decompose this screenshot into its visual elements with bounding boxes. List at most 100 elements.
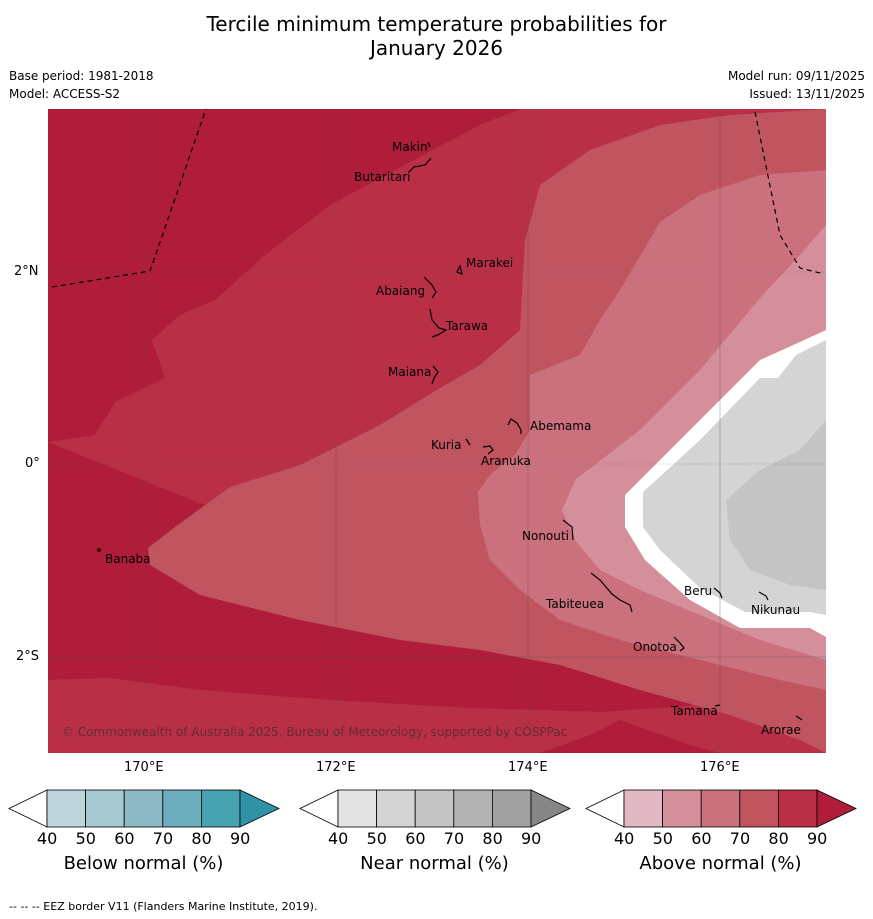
above-normal-colorbar-extend-low bbox=[585, 789, 625, 828]
label-tabiteuea: Tabiteuea bbox=[545, 597, 604, 611]
below-normal-colorbar-tick: 40 bbox=[37, 829, 58, 848]
island-abaiang bbox=[423, 276, 437, 299]
issued-date: Issued: 13/11/2025 bbox=[749, 87, 865, 101]
eez-borders bbox=[51, 108, 825, 288]
lat-tick-2n: 2°N bbox=[14, 264, 39, 279]
below-normal-colorbar-extend-high bbox=[239, 789, 280, 828]
below-normal-colorbar-segment bbox=[200, 789, 241, 828]
label-maiana: Maiana bbox=[388, 365, 431, 379]
island-nikunau bbox=[758, 591, 769, 601]
near-normal-60-area bbox=[726, 420, 826, 590]
label-banaba: Banaba bbox=[105, 552, 151, 566]
label-onotoa: Onotoa bbox=[633, 640, 677, 654]
above-normal-colorbar-segment bbox=[778, 789, 818, 828]
probability-fields bbox=[48, 109, 826, 753]
lon-tick-176e: 176°E bbox=[700, 760, 740, 775]
label-abemama: Abemama bbox=[530, 419, 591, 433]
near-normal-colorbar-extend-high bbox=[530, 789, 571, 828]
near-normal-colorbar-segment bbox=[453, 789, 493, 828]
place-labels: Makin Butaritari Marakei Abaiang Tarawa … bbox=[62, 140, 801, 739]
island-beru bbox=[713, 587, 723, 599]
above-normal-colorbar-tick: 50 bbox=[652, 829, 673, 848]
island-marakei bbox=[456, 264, 463, 275]
island-makin bbox=[427, 141, 431, 148]
above-normal-colorbar-segment bbox=[623, 789, 663, 828]
label-butaritari: Butaritari bbox=[354, 170, 411, 184]
island-butaritari bbox=[408, 157, 432, 173]
below-normal-colorbar-tick: 90 bbox=[230, 829, 251, 848]
lat-tick-2s: 2°S bbox=[16, 649, 40, 664]
label-nikunau: Nikunau bbox=[751, 603, 800, 617]
island-kuria bbox=[465, 438, 471, 446]
near-normal-colorbar-segment bbox=[376, 789, 416, 828]
near-normal-colorbar-tick: 60 bbox=[405, 829, 426, 848]
base-period: Base period: 1981-2018 bbox=[9, 69, 154, 83]
colorbars bbox=[8, 789, 857, 828]
label-abaiang: Abaiang bbox=[376, 284, 425, 298]
near-normal-colorbar-title: Near normal (%) bbox=[360, 853, 509, 874]
below-normal-colorbar-title: Below normal (%) bbox=[63, 853, 224, 874]
above-normal-colorbar-extend-high bbox=[816, 789, 857, 828]
title-line-1: Tercile minimum temperature probabilitie… bbox=[206, 12, 667, 36]
below-normal-colorbar-tick: 60 bbox=[114, 829, 135, 848]
near-normal-colorbar-tick: 70 bbox=[443, 829, 465, 848]
near-normal-colorbar-segment bbox=[414, 789, 455, 828]
label-aranuka: Aranuka bbox=[481, 454, 531, 468]
label-marakei: Marakei bbox=[466, 256, 513, 270]
below-normal-colorbar-tick: 80 bbox=[191, 829, 212, 848]
label-arorae: Arorae bbox=[761, 723, 801, 737]
below-normal-colorbar-tick: 50 bbox=[75, 829, 96, 848]
island-banaba bbox=[97, 548, 101, 552]
lat-tick-0: 0° bbox=[25, 456, 40, 471]
above-normal-colorbar-segment bbox=[700, 789, 741, 828]
island-tabiteuea bbox=[590, 572, 633, 613]
island-aranuka bbox=[482, 445, 494, 455]
lon-tick-170e: 170°E bbox=[124, 760, 164, 775]
below-normal-colorbar-segment bbox=[46, 789, 86, 828]
near-normal-colorbar-segment bbox=[337, 789, 377, 828]
island-tarawa bbox=[429, 308, 448, 338]
island-tamana bbox=[714, 704, 721, 707]
above-normal-colorbar-segment bbox=[662, 789, 702, 828]
label-nonouti: Nonouti bbox=[522, 529, 569, 543]
below-normal-colorbar-segment bbox=[162, 789, 202, 828]
near-normal-colorbar-tick: 50 bbox=[366, 829, 387, 848]
chart-title: Tercile minimum temperature probabilitie… bbox=[0, 12, 873, 60]
island-abemama bbox=[507, 418, 522, 434]
above-normal-colorbar-tick: 70 bbox=[729, 829, 751, 848]
above-normal-colorbar-tick: 90 bbox=[807, 829, 828, 848]
title-line-2: January 2026 bbox=[369, 36, 504, 60]
gridlines bbox=[48, 109, 826, 753]
above-normal-colorbar-tick: 60 bbox=[691, 829, 712, 848]
copyright-note: © Commonwealth of Australia 2025, Bureau… bbox=[62, 725, 567, 739]
label-tamana: Tamana bbox=[670, 704, 718, 718]
eez-border-east bbox=[754, 111, 825, 275]
below-normal-colorbar-segment bbox=[123, 789, 164, 828]
island-arorae bbox=[795, 715, 803, 721]
islands bbox=[97, 141, 803, 721]
below-normal-colorbar-tick: 70 bbox=[152, 829, 174, 848]
lon-tick-172e: 172°E bbox=[316, 760, 356, 775]
above-normal-colorbar-segment bbox=[739, 789, 779, 828]
island-maiana bbox=[431, 365, 439, 385]
label-makin: Makin bbox=[392, 140, 428, 154]
below-normal-colorbar-extend-low bbox=[8, 789, 48, 828]
island-nonouti bbox=[562, 519, 574, 541]
eez-border-west bbox=[51, 108, 207, 288]
model-run: Model run: 09/11/2025 bbox=[727, 69, 865, 83]
near-normal-colorbar-tick: 40 bbox=[328, 829, 349, 848]
label-kuria: Kuria bbox=[431, 438, 462, 452]
eez-footnote: -- -- -- EEZ border V11 (Flanders Marine… bbox=[9, 900, 318, 913]
near-normal-colorbar-extend-low bbox=[299, 789, 339, 828]
label-tarawa: Tarawa bbox=[445, 319, 488, 333]
above-normal-colorbar-title: Above normal (%) bbox=[639, 853, 802, 874]
below-normal-colorbar-segment bbox=[85, 789, 125, 828]
near-normal-colorbar-segment bbox=[491, 789, 532, 828]
near-normal-colorbar-tick: 80 bbox=[482, 829, 503, 848]
island-onotoa bbox=[673, 636, 685, 652]
label-beru: Beru bbox=[684, 584, 712, 598]
model-name: Model: ACCESS-S2 bbox=[9, 87, 121, 101]
above-normal-colorbar-tick: 80 bbox=[768, 829, 789, 848]
above-normal-colorbar-tick: 40 bbox=[614, 829, 635, 848]
